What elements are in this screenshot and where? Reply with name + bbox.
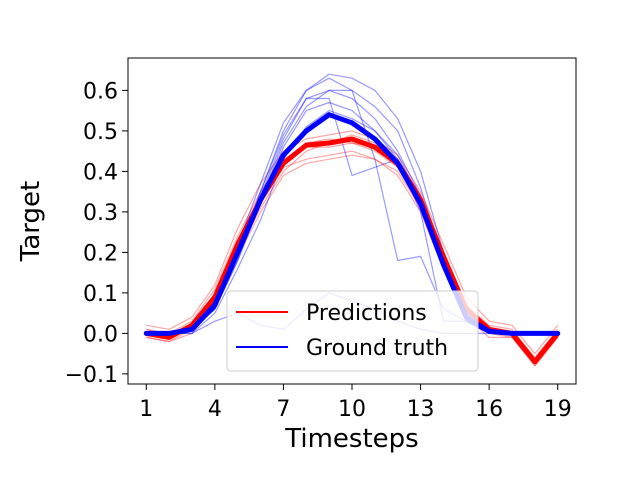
legend-box	[226, 290, 479, 372]
x-axis-label: Timesteps	[284, 424, 418, 454]
y-axis: −0.1 0.0 0.1 0.2 0.3 0.4 0.5 0.6	[65, 79, 128, 388]
series-lines	[143, 112, 561, 365]
x-tick-label: 10	[338, 397, 366, 422]
ground-truth-series-line	[143, 112, 561, 336]
y-tick-label: 0.5	[83, 120, 118, 145]
y-tick-label: 0.3	[83, 201, 118, 226]
x-tick-label: 7	[276, 397, 290, 422]
legend: Predictions Ground truth	[226, 290, 479, 372]
y-tick-label: 0.4	[83, 160, 118, 185]
y-tick-label: −0.1	[65, 363, 118, 388]
legend-label-predictions: Predictions	[306, 301, 427, 326]
y-tick-label: 0.0	[83, 322, 118, 347]
x-tick-label: 19	[544, 397, 572, 422]
prediction-sample-line	[146, 142, 559, 359]
y-axis-label: Target	[16, 181, 46, 262]
y-tick-label: 0.2	[83, 241, 118, 266]
x-tick-label: 4	[208, 397, 222, 422]
x-tick-label: 16	[475, 397, 503, 422]
prediction-sample-line	[146, 130, 559, 355]
x-tick-label: 13	[407, 397, 435, 422]
x-tick-label: 1	[139, 397, 153, 422]
y-tick-label: 0.6	[83, 79, 118, 104]
legend-label-ground-truth: Ground truth	[306, 336, 448, 361]
x-axis: 1 4 7 10 13 16 19	[139, 384, 572, 422]
y-tick-label: 0.1	[83, 282, 118, 307]
